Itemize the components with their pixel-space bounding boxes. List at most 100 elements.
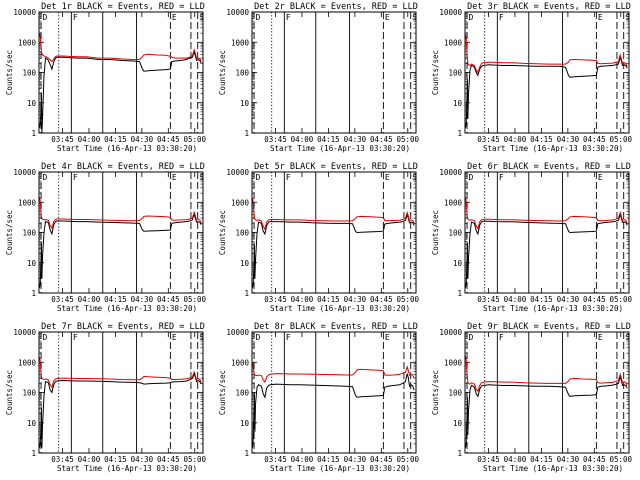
chart-panel-4: Det 4r BLACK = Events, RED = LLD Start Ti…	[5, 162, 207, 313]
event-marker-code: E	[172, 333, 177, 342]
y-tick-label: 10	[27, 99, 37, 108]
x-tick-label: 05:00	[396, 295, 419, 304]
y-tick-label: 1000	[231, 198, 250, 207]
event-marker-code: E	[598, 173, 603, 182]
event-marker-code: D	[43, 13, 48, 22]
plot-frame	[464, 11, 630, 134]
y-tick-label: 100	[235, 389, 249, 398]
x-tick-label: 04:45	[370, 135, 393, 144]
y-axis-label: Counts/sec	[5, 210, 14, 255]
x-axis-label: Start Time (16-Apr-13 03:30:20)	[57, 144, 197, 153]
chart-title: Det 6r BLACK = Events, RED = LLD	[467, 162, 631, 172]
x-tick-label: 04:00	[504, 455, 527, 464]
chart-panel-6: Det 6r BLACK = Events, RED = LLD Start Ti…	[431, 162, 633, 313]
x-tick-label: 03:45	[477, 295, 500, 304]
x-tick-label: 04:30	[344, 135, 367, 144]
y-tick-label: 1	[244, 129, 249, 138]
event-marker-code: E	[172, 173, 177, 182]
x-axis-label: Start Time (16-Apr-13 03:30:20)	[57, 304, 197, 313]
x-tick-label: 05:00	[609, 295, 632, 304]
event-marker-code: S	[625, 333, 630, 342]
x-tick-label: 04:00	[78, 455, 101, 464]
x-tick-label: 04:15	[104, 295, 127, 304]
y-tick-label: 1	[31, 449, 36, 458]
chart-title: Det 5r BLACK = Events, RED = LLD	[254, 162, 418, 172]
y-tick-label: 100	[448, 229, 462, 238]
x-tick-label: 05:00	[396, 455, 419, 464]
y-tick-label: 1	[31, 129, 36, 138]
chart-title: Det 8r BLACK = Events, RED = LLD	[254, 322, 418, 332]
x-tick-label: 03:45	[264, 135, 287, 144]
x-tick-label: 04:45	[583, 295, 606, 304]
event-marker-code: F	[73, 333, 78, 342]
y-tick-label: 10000	[226, 328, 249, 337]
x-axis-label: Start Time (16-Apr-13 03:30:20)	[483, 304, 623, 313]
plot-frame	[464, 171, 630, 294]
x-tick-label: 04:30	[557, 135, 580, 144]
y-tick-label: 1000	[231, 358, 250, 367]
event-marker-code: S	[412, 333, 417, 342]
event-marker-code: F	[73, 13, 78, 22]
x-tick-label: 04:45	[583, 455, 606, 464]
x-tick-label: 05:00	[183, 295, 206, 304]
x-tick-label: 04:00	[78, 295, 101, 304]
x-axis-label: Start Time (16-Apr-13 03:30:20)	[270, 144, 410, 153]
event-marker-code: D	[469, 173, 474, 182]
event-marker-code: D	[256, 333, 261, 342]
x-tick-label: 04:15	[530, 295, 553, 304]
x-axis-label: Start Time (16-Apr-13 03:30:20)	[483, 464, 623, 473]
plot-frame	[251, 331, 417, 454]
x-tick-label: 04:15	[530, 135, 553, 144]
x-axis-label: Start Time (16-Apr-13 03:30:20)	[483, 144, 623, 153]
y-tick-label: 1000	[444, 198, 463, 207]
x-tick-label: 04:30	[557, 455, 580, 464]
x-axis-label: Start Time (16-Apr-13 03:30:20)	[270, 464, 410, 473]
event-marker-code: F	[286, 13, 291, 22]
chart-panel-2: Det 2r BLACK = Events, RED = LLD Start Ti…	[218, 2, 420, 153]
y-tick-label: 1	[244, 449, 249, 458]
event-marker-code: F	[286, 333, 291, 342]
x-tick-label: 04:00	[78, 135, 101, 144]
x-tick-label: 03:45	[264, 455, 287, 464]
series-lld-line	[465, 34, 628, 74]
event-marker-code: S	[625, 13, 630, 22]
series-lld-line	[252, 197, 415, 231]
event-marker-code: E	[598, 333, 603, 342]
event-marker-code: S	[625, 173, 630, 182]
series-lld-line	[465, 356, 628, 393]
y-axis-label: Counts/sec	[5, 50, 14, 95]
y-axis-label: Counts/sec	[5, 370, 14, 415]
y-tick-label: 10	[27, 259, 37, 268]
y-tick-label: 10000	[439, 168, 462, 177]
event-marker-code: F	[499, 333, 504, 342]
chart-title: Det 3r BLACK = Events, RED = LLD	[467, 2, 631, 12]
series-events-line	[252, 373, 415, 448]
plot-frame	[251, 171, 417, 294]
x-tick-label: 04:00	[504, 295, 527, 304]
event-marker-code: S	[199, 173, 204, 182]
event-marker-code: D	[469, 333, 474, 342]
x-tick-label: 04:30	[344, 455, 367, 464]
series-lld-line	[39, 356, 202, 389]
y-tick-label: 100	[22, 389, 36, 398]
y-tick-label: 10	[453, 99, 463, 108]
series-events-line	[39, 212, 202, 288]
event-marker-code: S	[199, 13, 204, 22]
series-events-line	[39, 50, 202, 134]
x-tick-label: 04:15	[317, 455, 340, 464]
y-axis-label: Counts/sec	[431, 370, 440, 415]
x-tick-label: 03:45	[477, 135, 500, 144]
event-marker-code: F	[73, 173, 78, 182]
y-tick-label: 10	[240, 419, 250, 428]
x-tick-label: 03:45	[51, 135, 74, 144]
y-tick-label: 10	[240, 99, 250, 108]
x-tick-label: 04:15	[317, 295, 340, 304]
x-tick-label: 03:45	[477, 455, 500, 464]
event-marker-code: D	[469, 13, 474, 22]
x-tick-label: 04:30	[131, 295, 154, 304]
y-tick-label: 10000	[226, 8, 249, 17]
y-tick-label: 1000	[231, 38, 250, 47]
x-tick-label: 04:45	[157, 455, 180, 464]
y-axis-label: Counts/sec	[431, 50, 440, 95]
